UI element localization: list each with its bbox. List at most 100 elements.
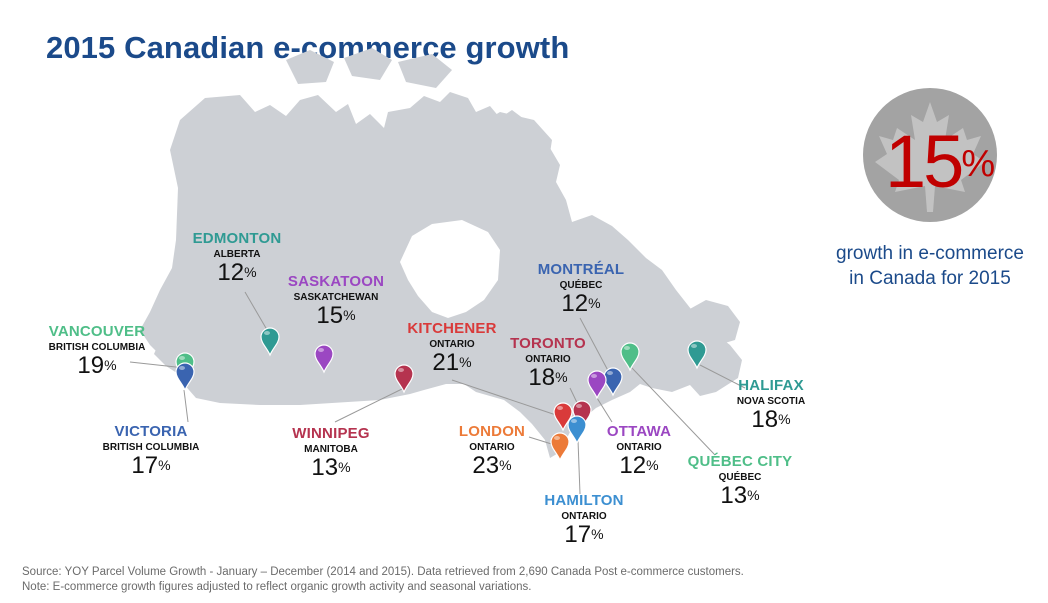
map-pin-saskatoon[interactable] (314, 344, 334, 374)
growth-value: 12% (607, 454, 671, 478)
city-name: TORONTO (510, 335, 586, 352)
province-name: ONTARIO (429, 339, 475, 350)
city-name: EDMONTON (192, 230, 282, 247)
city-name: VICTORIA (114, 423, 188, 440)
hudson-bay (400, 220, 500, 318)
percent-symbol: % (646, 457, 659, 473)
national-growth-caption-line1: growth in e-commerce (836, 243, 1024, 264)
growth-number: 17 (564, 521, 592, 548)
growth-number: 18 (528, 364, 556, 391)
arctic-island-1 (286, 50, 334, 84)
city-name: KITCHENER (407, 320, 497, 337)
growth-value: 21% (407, 351, 496, 375)
province-name: ONTARIO (616, 442, 662, 453)
percent-symbol: % (158, 457, 171, 473)
city-label-london: LONDON ONTARIO 23% (459, 423, 525, 478)
percent-symbol: % (459, 354, 472, 370)
province-name: NOVA SCOTIA (736, 396, 806, 407)
city-name: MONTRÉAL (537, 261, 625, 278)
growth-value: 12% (193, 261, 282, 285)
national-growth-value: 15% (885, 125, 995, 199)
city-label-victoria: VICTORIA BRITISH COLUMBIA 17% (103, 423, 200, 478)
province-name: BRITISH COLUMBIA (102, 442, 200, 453)
growth-number: 15 (316, 302, 344, 329)
percent-symbol: % (338, 459, 351, 475)
map-pin-winnipeg[interactable] (394, 364, 414, 394)
map-pin-ottawa[interactable] (587, 370, 607, 400)
province-name: ONTARIO (561, 511, 607, 522)
province-name: MANITOBA (304, 444, 358, 455)
growth-number: 19 (77, 352, 105, 379)
percent-symbol: % (244, 264, 257, 280)
city-label-saskatoon: SASKATOON SASKATCHEWAN 15% (288, 273, 384, 328)
percent-symbol: % (555, 369, 568, 385)
percent-symbol: % (778, 411, 791, 427)
city-name: QUÉBEC CITY (687, 453, 793, 470)
map-pin-victoria[interactable] (175, 362, 195, 392)
percent-symbol: % (747, 487, 760, 503)
city-name: HAMILTON (544, 492, 624, 509)
national-growth-caption: growth in e-commerce in Canada for 2015 (836, 241, 1024, 291)
map-pin-london[interactable] (550, 432, 570, 462)
growth-value: 19% (49, 354, 146, 378)
leader-line-ottawa (596, 397, 613, 423)
growth-number: 13 (311, 454, 339, 481)
footnote: Source: YOY Parcel Volume Growth - Janua… (22, 565, 744, 595)
growth-value: 12% (538, 292, 625, 316)
province-name: QUÉBEC (559, 280, 603, 291)
growth-value: 18% (737, 408, 805, 432)
province-name: BRITISH COLUMBIA (48, 342, 146, 353)
map-pin-hamilton[interactable] (567, 415, 587, 445)
growth-number: 17 (131, 452, 159, 479)
growth-value: 13% (688, 484, 793, 508)
percent-symbol: % (499, 457, 512, 473)
city-label-winnipeg: WINNIPEG MANITOBA 13% (292, 425, 369, 480)
growth-number: 21 (432, 349, 460, 376)
city-label-halifax: HALIFAX NOVA SCOTIA 18% (737, 377, 805, 432)
city-label-kitchener: KITCHENER ONTARIO 21% (407, 320, 496, 375)
newfoundland (688, 300, 740, 345)
growth-value: 17% (103, 454, 200, 478)
city-name: OTTAWA (606, 423, 672, 440)
map-pin-halifax[interactable] (687, 340, 707, 370)
percent-symbol: % (591, 526, 604, 542)
baffin-island (470, 112, 552, 172)
growth-number: 18 (751, 406, 779, 433)
growth-number: 12 (217, 259, 245, 286)
leader-line-winnipeg (334, 387, 405, 423)
growth-value: 17% (544, 523, 623, 547)
city-label-qu-bec-city: QUÉBEC CITY QUÉBEC 13% (688, 453, 793, 508)
leader-line-halifax (699, 364, 746, 389)
growth-number: 12 (561, 290, 589, 317)
map-pin-montr-al[interactable] (603, 367, 623, 397)
map-pin-qu-bec-city[interactable] (620, 342, 640, 372)
province-name: ONTARIO (469, 442, 515, 453)
leader-line-kitchener (451, 379, 557, 416)
growth-number: 12 (619, 452, 647, 479)
maple-leaf-icon (875, 102, 985, 212)
leader-line-vancouver (129, 361, 186, 369)
province-name: ALBERTA (213, 249, 261, 260)
province-name: ONTARIO (525, 354, 571, 365)
growth-value: 18% (510, 366, 586, 390)
growth-value: 13% (292, 456, 369, 480)
city-label-edmonton: EDMONTON ALBERTA 12% (193, 230, 282, 285)
arctic-island-3 (398, 54, 452, 88)
leader-line-quebec-city (631, 367, 716, 456)
city-name: SASKATOON (287, 273, 385, 290)
footnote-source: Source: YOY Parcel Volume Growth - Janua… (22, 566, 744, 578)
city-name: LONDON (458, 423, 526, 440)
leader-line-victoria (183, 389, 189, 423)
leader-line-hamilton (577, 439, 581, 495)
province-name: QUÉBEC (718, 472, 762, 483)
arctic-island-2 (344, 48, 392, 80)
national-growth-badge (863, 88, 997, 222)
national-growth-percent: % (961, 143, 996, 185)
growth-number: 23 (472, 452, 500, 479)
growth-number: 13 (720, 482, 748, 509)
percent-symbol: % (343, 307, 356, 323)
map-pin-edmonton[interactable] (260, 327, 280, 357)
growth-value: 15% (288, 304, 384, 328)
footnote-note: Note: E-commerce growth figures adjusted… (22, 581, 532, 593)
